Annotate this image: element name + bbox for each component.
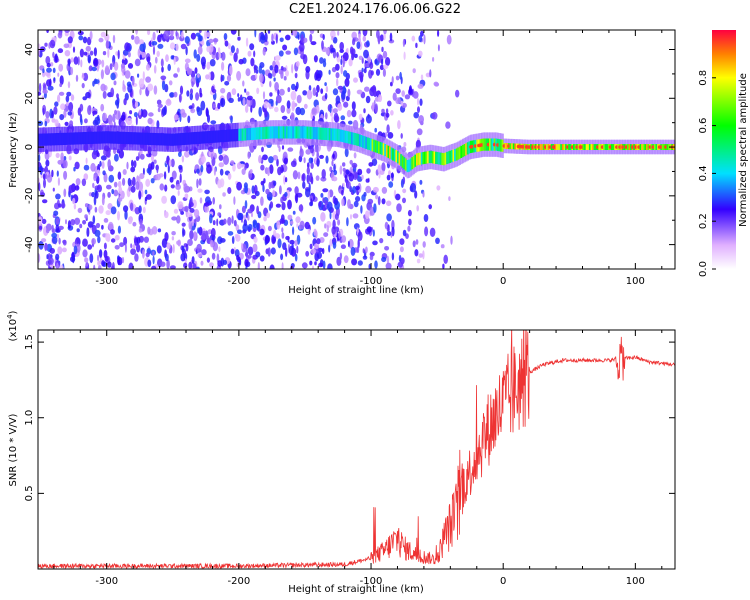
y-tick-label: 20 (24, 92, 35, 105)
y-tick-label: 1.0 (24, 410, 35, 426)
colorbar-label: Normalized spectral amplitude (738, 73, 749, 227)
colorbar-ticks: 0.0 0.2 0.4 0.6 0.8 (698, 70, 716, 277)
spectrogram-x-label: Height of straight line (km) (288, 285, 424, 296)
y-tick-label: -40 (24, 236, 35, 252)
spectrogram-y-label: Frequency (Hz) (8, 112, 19, 188)
snr-y-label: SNR (10 * V/V) (8, 413, 19, 486)
colorbar-tick-label: 0.4 (698, 165, 709, 181)
x-tick-label: -300 (95, 276, 118, 287)
x-tick-label: 100 (626, 276, 645, 287)
y-tick-label: -20 (24, 188, 35, 204)
chart-title: C2E1.2024.176.06.06.G22 (288, 2, 462, 17)
snr-frame (37, 329, 676, 570)
x-tick-label: -100 (360, 576, 383, 587)
spectrogram-heatmap (38, 30, 675, 269)
x-tick-label: -300 (95, 576, 118, 587)
x-tick-label: 0 (500, 576, 506, 587)
y-tick-label: 0.5 (24, 485, 35, 501)
y-tick-label: 40 (24, 43, 35, 56)
snr-x-label: Height of straight line (km) (288, 584, 424, 595)
snr-ticks: -300 -200 -100 0 100 0.5 1.0 1.5 (24, 330, 675, 587)
snr-panel: -300 -200 -100 0 100 0.5 1.0 1.5 Height of stra… (6, 310, 676, 595)
spectrogram-frame (37, 29, 676, 270)
y-tick-label: 1.5 (24, 334, 35, 350)
x-tick-label: 0 (500, 276, 506, 287)
colorbar-tick-label: 0.0 (698, 261, 709, 277)
x-tick-label: -200 (228, 276, 251, 287)
colorbar-gradient (712, 30, 736, 269)
x-tick-label: -200 (228, 576, 251, 587)
snr-series-line (38, 330, 675, 569)
colorbar: 0.0 0.2 0.4 0.6 0.8 Normalized spectral ampl… (698, 30, 749, 277)
y-tick-label: 0 (24, 144, 35, 150)
x-tick-label: 100 (626, 576, 645, 587)
snr-scale-label: (x104) (6, 310, 19, 341)
colorbar-tick-label: 0.8 (698, 70, 709, 86)
colorbar-tick-label: 0.6 (698, 118, 709, 134)
x-tick-label: -100 (360, 276, 383, 287)
colorbar-tick-label: 0.2 (698, 213, 709, 229)
